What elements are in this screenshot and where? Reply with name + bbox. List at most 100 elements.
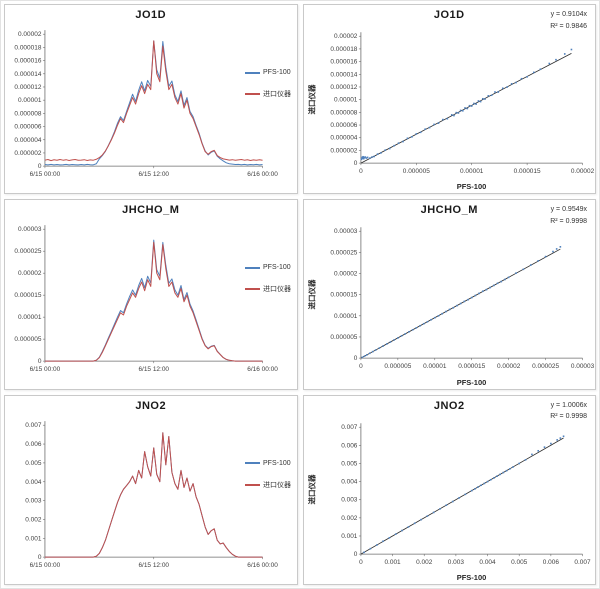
svg-text:0: 0 [38,554,42,561]
svg-text:0.005: 0.005 [341,460,358,467]
x-axis-ticks: 6/15 00:00 6/15 12:00 6/16 00:00 [30,556,278,569]
pfs100-line-swatch [245,462,260,465]
svg-text:6/16 00:00: 6/16 00:00 [247,562,278,569]
svg-text:0.000005: 0.000005 [402,168,429,175]
svg-text:0.000025: 0.000025 [14,249,41,256]
pfs100-line-swatch [245,266,260,269]
regression-r-squared: R² = 0.9998 [550,413,587,421]
svg-text:0.00001: 0.00001 [18,97,42,104]
svg-text:0.004: 0.004 [341,478,358,485]
plot-area: 0 0.000002 0.000004 0.000006 0.000008 0.00001… [14,30,278,178]
legend-item-imported: 进口仪器 [245,480,291,490]
svg-text:6/16 00:00: 6/16 00:00 [247,171,278,178]
regression-annotation: y = 0.9104x R² = 0.9846 [550,9,587,32]
svg-text:0.000018: 0.000018 [14,44,41,51]
svg-text:0.000018: 0.000018 [330,46,357,53]
svg-text:0.000006: 0.000006 [14,124,41,131]
y-axis-ticks: 0 0.000002 0.000004 0.000006 0.000008 0.00001… [330,33,361,167]
svg-text:0.003: 0.003 [25,497,42,504]
x-axis-title: PFS-100 [456,377,487,387]
plot-area: 0 0.001 0.002 0.003 0.004 0.005 0.006 0.007 0 0.0… [341,422,591,566]
regression-equation: y = 0.9104x [550,11,587,18]
y-axis-title: 进口仪器 [307,279,316,310]
svg-text:0.000016: 0.000016 [14,58,41,65]
svg-text:0.00003: 0.00003 [570,363,594,370]
svg-text:0.00002: 0.00002 [18,31,42,38]
x-axis-ticks: 6/15 00:00 6/15 12:00 6/16 00:00 [30,361,278,374]
y-axis-title-wrap: 进口仪器 [304,33,320,165]
svg-text:0.00001: 0.00001 [334,313,358,320]
chart-title: JHCHO_M [122,204,180,217]
svg-text:6/15 00:00: 6/15 00:00 [30,562,61,569]
legend-label: 进口仪器 [263,286,291,294]
trend-line [360,53,572,164]
svg-text:6/16 00:00: 6/16 00:00 [247,367,278,374]
regression-r-squared: R² = 0.9998 [550,217,587,225]
plot-area: 0 0.000002 0.000004 0.000006 0.000008 0.00001… [330,32,594,175]
svg-text:0.000015: 0.000015 [14,292,41,299]
plot-area: 0 0.000005 0.00001 0.000015 0.00002 0.000025 0… [330,227,594,371]
svg-text:0.000008: 0.000008 [14,110,41,117]
series-line-1 [44,431,263,558]
svg-text:0.001: 0.001 [341,533,358,540]
svg-text:0: 0 [359,168,363,175]
imported-line-swatch [245,483,260,486]
svg-text:0.004: 0.004 [479,559,496,566]
legend: PFS-100 进口仪器 [245,264,291,294]
panel-jhcho-m-scatter: JHCHO_M y = 0.9549x R² = 0.9998 进口仪器 PFS… [302,199,596,390]
svg-text:0.000002: 0.000002 [14,150,41,157]
y-axis-title: 进口仪器 [307,474,316,505]
svg-text:0.000015: 0.000015 [458,363,485,370]
svg-text:0: 0 [38,358,42,365]
y-axis-ticks: 0 0.001 0.002 0.003 0.004 0.005 0.006 0.007 [341,424,361,558]
svg-text:0.000014: 0.000014 [330,71,357,78]
regression-r-squared: R² = 0.9846 [550,22,587,30]
legend-item-imported: 进口仪器 [245,89,291,99]
legend-item-pfs100: PFS-100 [245,264,291,271]
svg-text:0.007: 0.007 [574,559,591,566]
y-axis-ticks: 0 0.000002 0.000004 0.000006 0.000008 0.00001… [14,31,45,170]
imported-line-swatch [245,288,260,291]
svg-text:0.004: 0.004 [25,478,42,485]
legend-label: PFS-100 [263,459,291,467]
svg-text:0.00003: 0.00003 [334,229,358,236]
regression-equation: y = 0.9549x [550,206,587,214]
svg-text:0.000004: 0.000004 [330,135,357,142]
svg-text:0.00001: 0.00001 [334,97,358,104]
y-axis-title-wrap: 进口仪器 [304,424,320,556]
svg-text:0.003: 0.003 [447,559,464,566]
svg-text:6/15 12:00: 6/15 12:00 [138,367,169,374]
x-axis-ticks: 0 0.001 0.002 0.003 0.004 0.005 0.006 0.007 [359,553,591,566]
panel-jhcho-m-timeseries: JHCHO_M 0 0.000005 0.00001 0.000015 0.00002 0… [4,199,298,390]
svg-text:0.00002: 0.00002 [18,271,42,278]
legend-label: PFS-100 [263,69,291,76]
svg-text:0.000004: 0.000004 [14,137,41,144]
svg-text:0.000014: 0.000014 [14,71,41,78]
svg-text:0: 0 [359,559,363,566]
svg-text:0.00001: 0.00001 [423,363,447,370]
svg-text:0.000025: 0.000025 [532,363,559,370]
svg-text:0.000015: 0.000015 [513,168,540,175]
svg-text:0.001: 0.001 [25,535,42,542]
plot-area: 0 0.001 0.002 0.003 0.004 0.005 0.006 0.007 6/15… [25,420,278,569]
svg-text:0.00002: 0.00002 [334,271,358,278]
svg-text:0.000005: 0.000005 [384,363,411,370]
svg-text:0.001: 0.001 [384,559,401,566]
svg-text:6/15 00:00: 6/15 00:00 [30,367,61,374]
legend-label: 进口仪器 [263,481,291,489]
chart-title: JHCHO_M [420,204,478,217]
svg-text:0.003: 0.003 [341,496,358,503]
svg-text:0.00001: 0.00001 [18,314,42,321]
series-line-1 [44,40,263,162]
svg-text:0.000008: 0.000008 [330,109,357,116]
scatter-points [360,48,572,161]
chart-title: JNO2 [433,399,465,412]
svg-text:6/15 00:00: 6/15 00:00 [30,171,61,178]
svg-text:0.000005: 0.000005 [330,334,357,341]
svg-text:0.005: 0.005 [25,460,42,467]
svg-text:0.000006: 0.000006 [330,122,357,129]
svg-text:6/15 12:00: 6/15 12:00 [138,171,169,178]
svg-text:0.002: 0.002 [416,559,433,566]
svg-text:0: 0 [353,551,357,558]
